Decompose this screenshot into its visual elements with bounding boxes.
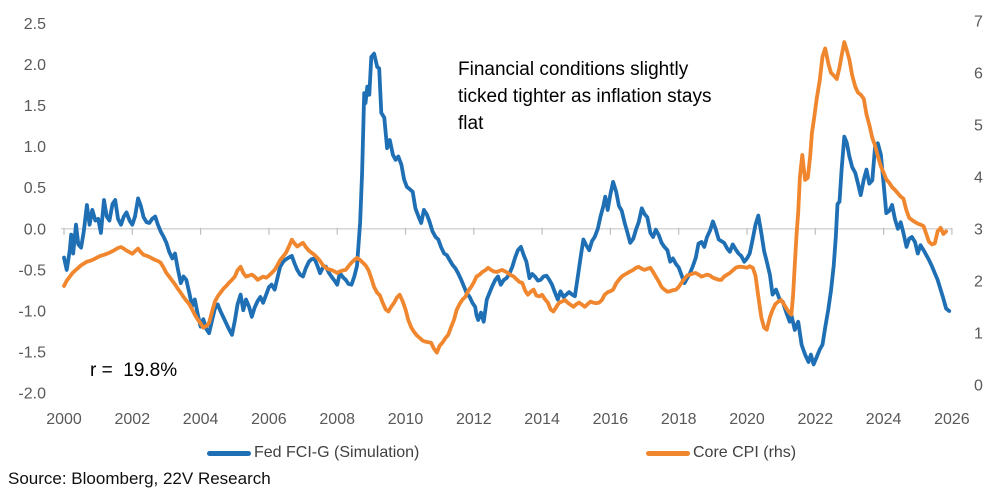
x-axis-label: 2008 bbox=[319, 411, 355, 428]
grid-layer bbox=[61, 227, 953, 235]
correlation-label: r = 19.8% bbox=[90, 360, 178, 381]
y-axis-right-label: 0 bbox=[974, 377, 983, 394]
y-axis-right-label: 6 bbox=[974, 65, 983, 82]
chart-annotation: Financial conditions slightly ticked tigh… bbox=[458, 56, 788, 137]
y-axis-right-label: 2 bbox=[974, 273, 983, 290]
x-axis-label: 2020 bbox=[729, 411, 765, 428]
x-axis-label: 2004 bbox=[183, 411, 219, 428]
x-axis-label: 2024 bbox=[866, 411, 902, 428]
legend-swatch-fed-fcig bbox=[207, 450, 251, 456]
y-axis-left-label: -1.0 bbox=[18, 304, 46, 321]
series-line-1 bbox=[62, 40, 948, 355]
x-axis-label: 2014 bbox=[524, 411, 560, 428]
annotation-line: flat bbox=[458, 113, 484, 134]
y-axis-right-label: 7 bbox=[974, 13, 983, 30]
y-axis-right-label: 3 bbox=[974, 221, 983, 238]
x-axis-label: 2010 bbox=[388, 411, 424, 428]
y-axis-left-label: 0.0 bbox=[24, 221, 46, 238]
legend-item-fed-fcig: Fed FCI-G (Simulation) bbox=[207, 443, 419, 463]
y-axis-left-label: 2.5 bbox=[24, 16, 46, 33]
y-axis-left-label: 1.5 bbox=[24, 98, 46, 115]
legend-item-core-cpi: Core CPI (rhs) bbox=[646, 443, 796, 463]
y-axis-left-label: -2.0 bbox=[18, 386, 46, 403]
y-axis-left-label: -1.5 bbox=[18, 345, 46, 362]
annotation-line: Financial conditions slightly bbox=[458, 59, 689, 80]
y-axis-left-label: 1.0 bbox=[24, 139, 46, 156]
y-axis-right-label: 4 bbox=[974, 169, 983, 186]
legend: Fed FCI-G (Simulation) Core CPI (rhs) bbox=[0, 443, 1002, 463]
annotation-line: ticked tighter as inflation stays bbox=[458, 86, 712, 107]
x-axis-label: 2000 bbox=[46, 411, 82, 428]
y-axis-left-label: 0.5 bbox=[24, 180, 46, 197]
x-axis-label: 2026 bbox=[934, 411, 970, 428]
x-axis-label: 2016 bbox=[593, 411, 629, 428]
y-axis-right-label: 1 bbox=[974, 325, 983, 342]
legend-label-core-cpi: Core CPI (rhs) bbox=[693, 444, 797, 461]
series-line-0 bbox=[62, 51, 952, 367]
x-axis-label: 2002 bbox=[115, 411, 151, 428]
plot-area: 2000 2002 2004 2006 2008 2010 2012 2014 2016 2018… bbox=[18, 13, 983, 428]
y-axis-left-label: 2.0 bbox=[24, 57, 46, 74]
source-note: Source: Bloomberg, 22V Research bbox=[8, 469, 271, 488]
x-axis-label: 2018 bbox=[661, 411, 697, 428]
x-axis-label: 2012 bbox=[456, 411, 492, 428]
series-layer bbox=[62, 40, 952, 367]
x-axis-label: 2022 bbox=[798, 411, 834, 428]
x-axis-label: 2006 bbox=[251, 411, 287, 428]
legend-swatch-core-cpi bbox=[646, 450, 690, 456]
axis-labels: 2000 2002 2004 2006 2008 2010 2012 2014 2016 2018… bbox=[18, 13, 983, 428]
y-axis-left-label: -0.5 bbox=[18, 262, 46, 279]
legend-label-fed-fcig: Fed FCI-G (Simulation) bbox=[254, 444, 420, 461]
y-axis-right-label: 5 bbox=[974, 117, 983, 134]
